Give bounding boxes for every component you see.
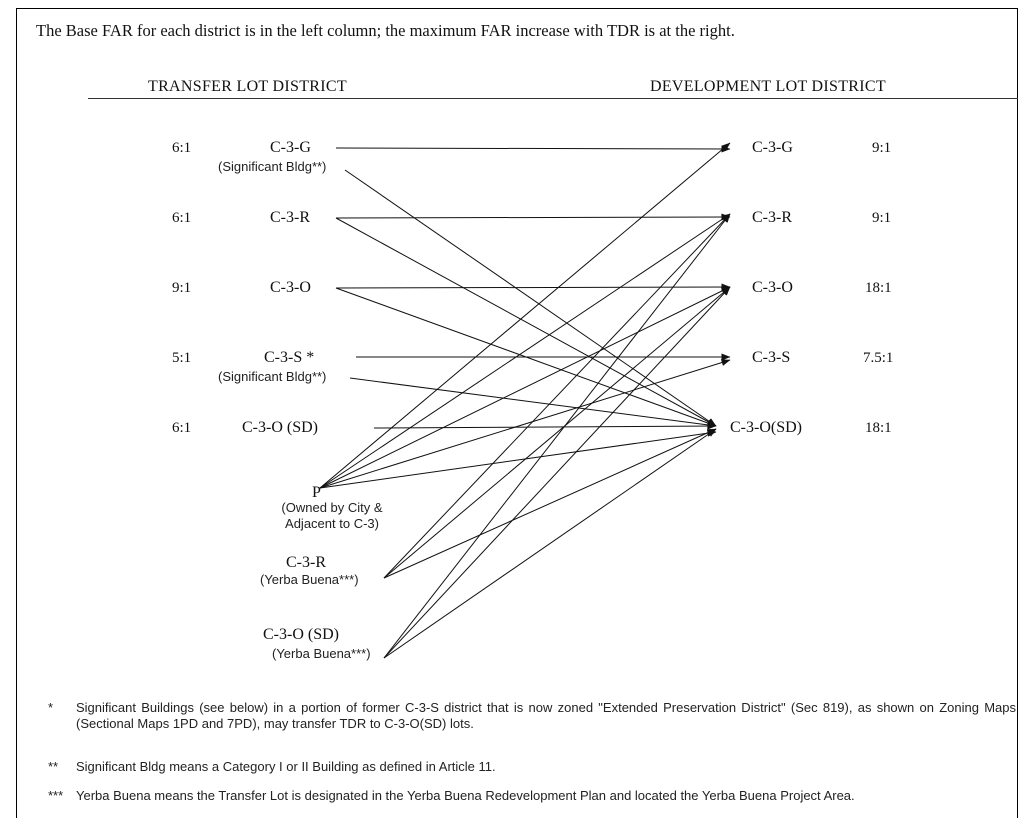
transfer-arrow: [335, 213, 731, 221]
figure-frame: [16, 8, 1018, 818]
transfer-arrow: [335, 145, 731, 153]
development-ratio-c3o: 18:1: [865, 280, 892, 296]
transfer-district-c3o: C-3-O: [270, 279, 311, 296]
transfer-district-c3g: C-3-G: [270, 139, 311, 156]
footnote-2-text: Significant Bldg means a Category I or I…: [76, 759, 496, 774]
transfer-arrow: [383, 428, 717, 659]
footnote-2: ** Significant Bldg means a Category I o…: [48, 759, 1016, 775]
transfer-sub-c3r-yerba: (Yerba Buena***): [260, 572, 359, 587]
development-district-c3s: C-3-S: [752, 349, 791, 366]
transfer-district-c3s: C-3-S *: [264, 349, 315, 366]
transfer-arrow: [335, 283, 731, 291]
development-lot-header: DEVELOPMENT LOT DISTRICT: [650, 78, 886, 95]
transfer-sub-p: (Owned by City & Adjacent to C-3): [281, 500, 383, 531]
development-ratio-c3s: 7.5:1: [863, 350, 894, 366]
footnote-2-marker: **: [48, 759, 59, 774]
transfer-arrow: [344, 169, 717, 427]
footnote-1-text: Significant Buildings (see below) in a p…: [76, 700, 1016, 731]
footnote-3-text: Yerba Buena means the Transfer Lot is de…: [76, 788, 855, 803]
development-ratio-c3osd: 18:1: [865, 420, 892, 436]
footnote-3: *** Yerba Buena means the Transfer Lot i…: [48, 788, 1016, 804]
transfer-ratio-c3g: 6:1: [172, 140, 192, 156]
transfer-arrow: [373, 422, 717, 430]
transfer-district-c3osd-yerba: C-3-O (SD): [263, 626, 339, 643]
transfer-arrow: [383, 286, 731, 579]
transfer-arrow: [349, 377, 717, 429]
transfer-lot-header: TRANSFER LOT DISTRICT: [148, 78, 347, 95]
transfer-arrow: [319, 359, 731, 489]
development-ratio-c3r: 9:1: [872, 210, 892, 226]
transfer-district-p: P: [312, 484, 321, 501]
transfer-arrow: [335, 217, 717, 427]
transfer-arrow: [319, 142, 731, 489]
development-district-c3osd: C-3-O(SD): [730, 419, 802, 436]
development-district-c3g: C-3-G: [752, 139, 793, 156]
development-district-c3r: C-3-R: [752, 209, 792, 226]
transfer-ratio-c3o: 9:1: [172, 280, 192, 296]
header-rule: [88, 98, 1018, 99]
transfer-ratio-c3osd: 6:1: [172, 420, 192, 436]
development-district-c3o: C-3-O: [752, 279, 793, 296]
transfer-sub-c3osd-yerba: (Yerba Buena***): [272, 646, 371, 661]
transfer-arrow: [319, 286, 731, 489]
transfer-sub-c3s: (Significant Bldg**): [218, 369, 327, 384]
transfer-arrow: [383, 213, 731, 579]
development-ratio-c3g: 9:1: [872, 140, 892, 156]
transfer-arrow: [383, 286, 731, 659]
transfer-district-c3r-yerba: C-3-R: [286, 554, 326, 571]
transfer-ratio-c3s: 5:1: [172, 350, 192, 366]
transfer-ratio-c3r: 6:1: [172, 210, 192, 226]
footnote-1: * Significant Buildings (see below) in a…: [48, 700, 1016, 732]
transfer-sub-c3g: (Significant Bldg**): [218, 159, 327, 174]
transfer-district-c3r: C-3-R: [270, 209, 310, 226]
transfer-district-c3osd: C-3-O (SD): [242, 419, 318, 436]
transfer-arrow: [383, 428, 717, 579]
intro-text: The Base FAR for each district is in the…: [36, 21, 735, 40]
transfer-arrow: [383, 213, 731, 659]
footnote-1-marker: *: [48, 700, 54, 715]
footnote-3-marker: ***: [48, 788, 64, 803]
transfer-arrow: [319, 213, 731, 489]
transfer-arrow: [319, 429, 717, 489]
